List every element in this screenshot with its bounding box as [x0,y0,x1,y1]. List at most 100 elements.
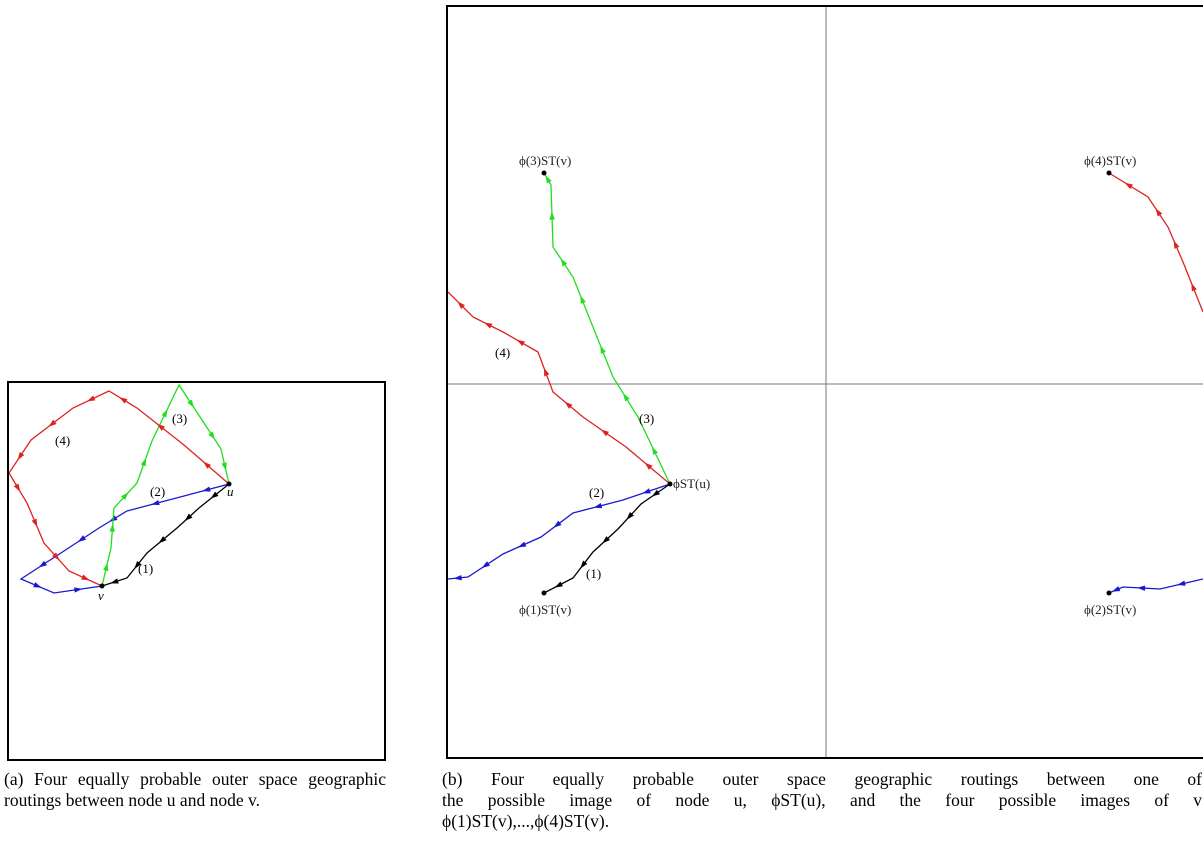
route-a-4-arrow [119,397,128,404]
route-b-3-arrow [600,345,606,354]
route-b-4-arrow [564,401,573,409]
caption-a: (a) Four equally probable outer space ge… [4,769,386,810]
route-b-1 [543,483,671,594]
route-b-4-arrow [543,367,550,377]
route-a-3-line [101,383,230,587]
route-a-3-arrow [208,431,215,440]
figure-b-panel: (1) (2) (3) (4) ϕST(u) ϕ(1)ST(v) ϕ(2)ST(… [446,5,1203,759]
route-b-3-arrow [560,258,568,267]
phi-u-label: ϕST(u) [673,476,710,491]
route-b-3-line [543,172,671,485]
phi-v4-label: ϕ(4)ST(v) [1084,153,1136,168]
node-u-dot [226,481,232,487]
phi-v3-label: ϕ(3)ST(v) [519,153,571,168]
route-b-2-arrow [642,488,651,494]
caption-b-line-3: ϕ(1)ST(v),...,ϕ(4)ST(v). [442,811,610,831]
route-a-2-arrow [33,582,42,588]
route-b-4-wrap-arrow [1124,182,1133,190]
route-b-4-wrap-arrow [1191,282,1197,292]
phi-v1-label: ϕ(1)ST(v) [519,602,571,617]
route-label-3: (3) [639,411,654,426]
route-a-2-arrow [74,587,83,593]
route-a-3 [101,383,230,587]
route-a-3-arrow [121,492,129,500]
route-a-2-arrow [38,560,47,568]
phi-v4-dot [1106,170,1112,176]
route-b-2-wrap [1108,578,1203,594]
phi-v2-label: ϕ(2)ST(v) [1084,602,1136,617]
route-a-4-arrow [31,518,38,528]
route-b-4-arrow [644,462,653,470]
route-b-3 [543,172,671,485]
route-b-2-line [448,483,671,580]
node-v-dot [99,583,105,589]
route-a-3-arrow [187,399,194,408]
route-a-4-arrow [48,419,57,427]
route-a-4-arrow [86,395,96,402]
route-b-4-arrow [516,339,525,347]
route-a-3-arrow [109,523,115,532]
route-b-3-arrow [549,211,555,220]
route-b-2-wrap-arrow [1111,586,1121,592]
route-b-3-arrow [623,393,630,402]
route-b-4-line [448,291,671,485]
route-a-1-arrow [134,561,142,570]
route-a-2 [19,483,230,594]
route-a-4-arrow [203,461,211,469]
route-b-3-arrow [652,446,658,455]
route-b-4-arrow [457,301,465,309]
route-a-1-line [101,483,230,587]
route-b-1-arrow [651,489,660,497]
route-a-2-line [19,483,230,594]
phi-v2-dot [1106,590,1112,596]
figure-b-plot: (1) (2) (3) (4) ϕST(u) ϕ(1)ST(v) ϕ(2)ST(… [448,7,1203,757]
route-a-3-arrow [161,408,168,418]
route-a-4-arrow [13,483,21,492]
route-b-1-arrow [554,581,563,588]
route-b-4-arrow [600,429,609,437]
route-b-2-arrow [593,502,603,509]
route-b-4-wrap-arrow [1173,240,1180,249]
route-label-2: (2) [150,484,165,499]
route-b-1-arrow [602,536,610,544]
route-b-2-arrow [453,574,462,581]
route-b-2-arrow [481,561,490,568]
route-label-1: (1) [586,566,601,581]
route-a-3-arrow [221,462,227,471]
caption-b-line-2: the possible image of node u, ϕST(u), an… [442,790,1202,810]
route-a-4-arrow [81,574,90,581]
route-a-3-arrow [140,457,147,467]
figure-a-plot: u v (1) (2) (3) (4) [9,383,234,603]
route-b-4-arrow [483,322,493,329]
route-b-4 [448,291,671,485]
route-b-1-arrow [626,512,634,520]
figure-a-panel: u v (1) (2) (3) (4) [7,381,386,761]
caption-b: (b) Four equally probable outer space ge… [442,769,1203,832]
route-b-3-arrow [580,295,586,304]
route-a-1-arrow [110,578,119,584]
route-b-1-arrow [580,560,588,569]
route-a-1-arrow [210,491,219,499]
route-a-4 [9,390,230,587]
route-label-2: (2) [589,485,604,500]
phi-v1-dot [541,590,547,596]
route-b-2-wrap-arrow [1177,580,1186,586]
route-a-2-arrow [202,486,211,492]
route-b-2-arrow [517,541,527,548]
route-a-1 [101,483,230,587]
route-a-4-arrow [17,452,25,461]
route-b-4-wrap-arrow [1155,208,1163,217]
route-label-1: (1) [138,561,153,576]
route-label-4: (4) [495,345,510,360]
route-a-1-arrow [184,513,193,522]
route-b-4-wrap-line [1108,172,1203,313]
node-v-label: v [98,588,104,603]
node-u-label: u [227,484,234,499]
phi-u-dot [667,481,673,487]
route-a-2-arrow [151,499,160,506]
route-b-3-arrow [545,175,552,184]
route-a-1-arrow [158,536,167,544]
route-b-2-arrow [553,520,562,528]
route-a-3-arrow [103,562,109,572]
route-b-2 [448,483,671,581]
